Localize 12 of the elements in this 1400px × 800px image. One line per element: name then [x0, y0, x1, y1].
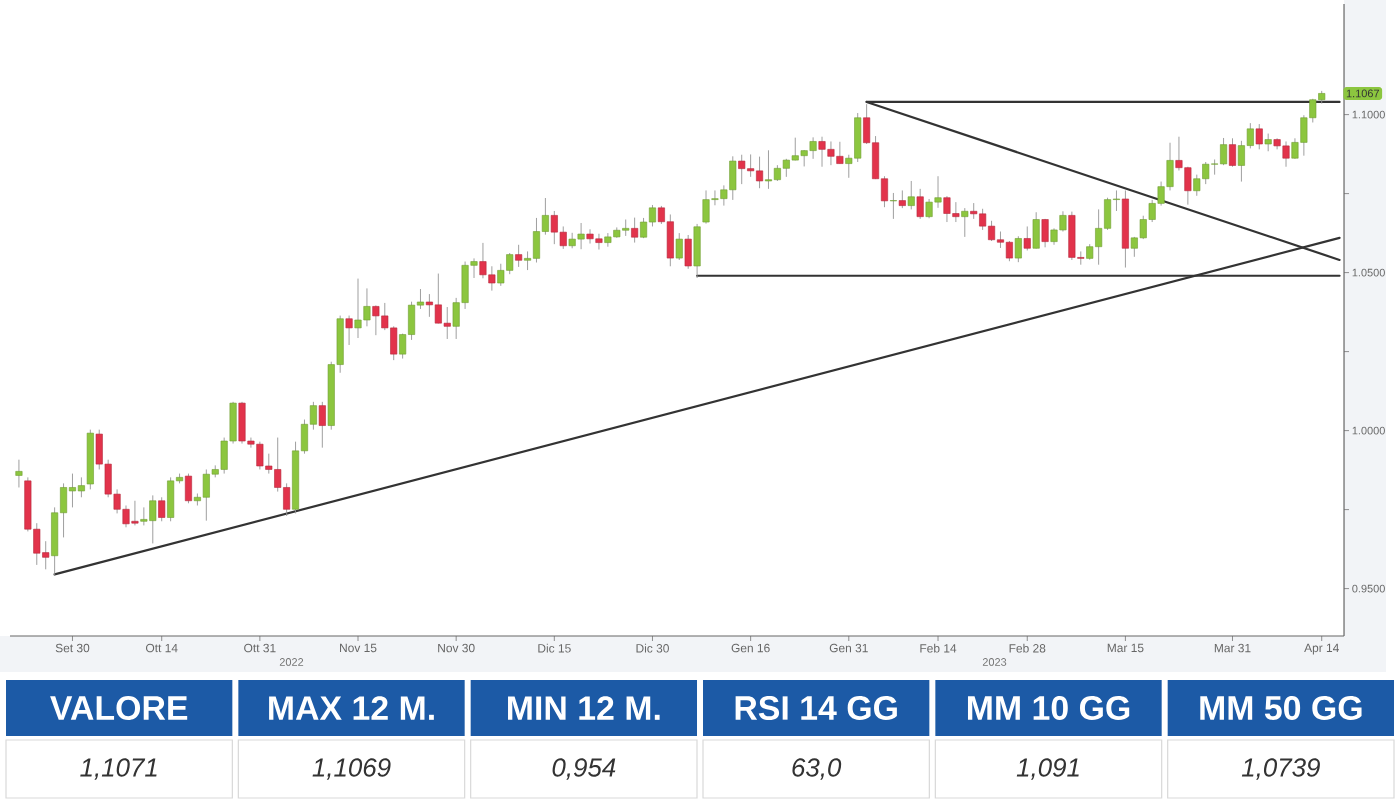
category-label: MIN 12 M. [508, 696, 660, 720]
category-label: MAX 12 M. [269, 696, 434, 720]
text: 1,0739 [1241, 758, 1320, 780]
category-label: RSI 14 GG [735, 696, 897, 720]
category-label: MM 50 GG [1200, 696, 1362, 720]
text: 1,1069 [312, 758, 391, 780]
text: 1,1071 [80, 758, 157, 780]
text: 0,954 [552, 758, 616, 780]
category-label: MM 10 GG [967, 696, 1130, 720]
text: 1,091 [1016, 758, 1079, 780]
category-label: VALORE [50, 696, 188, 720]
text: 63,0 [792, 758, 842, 780]
